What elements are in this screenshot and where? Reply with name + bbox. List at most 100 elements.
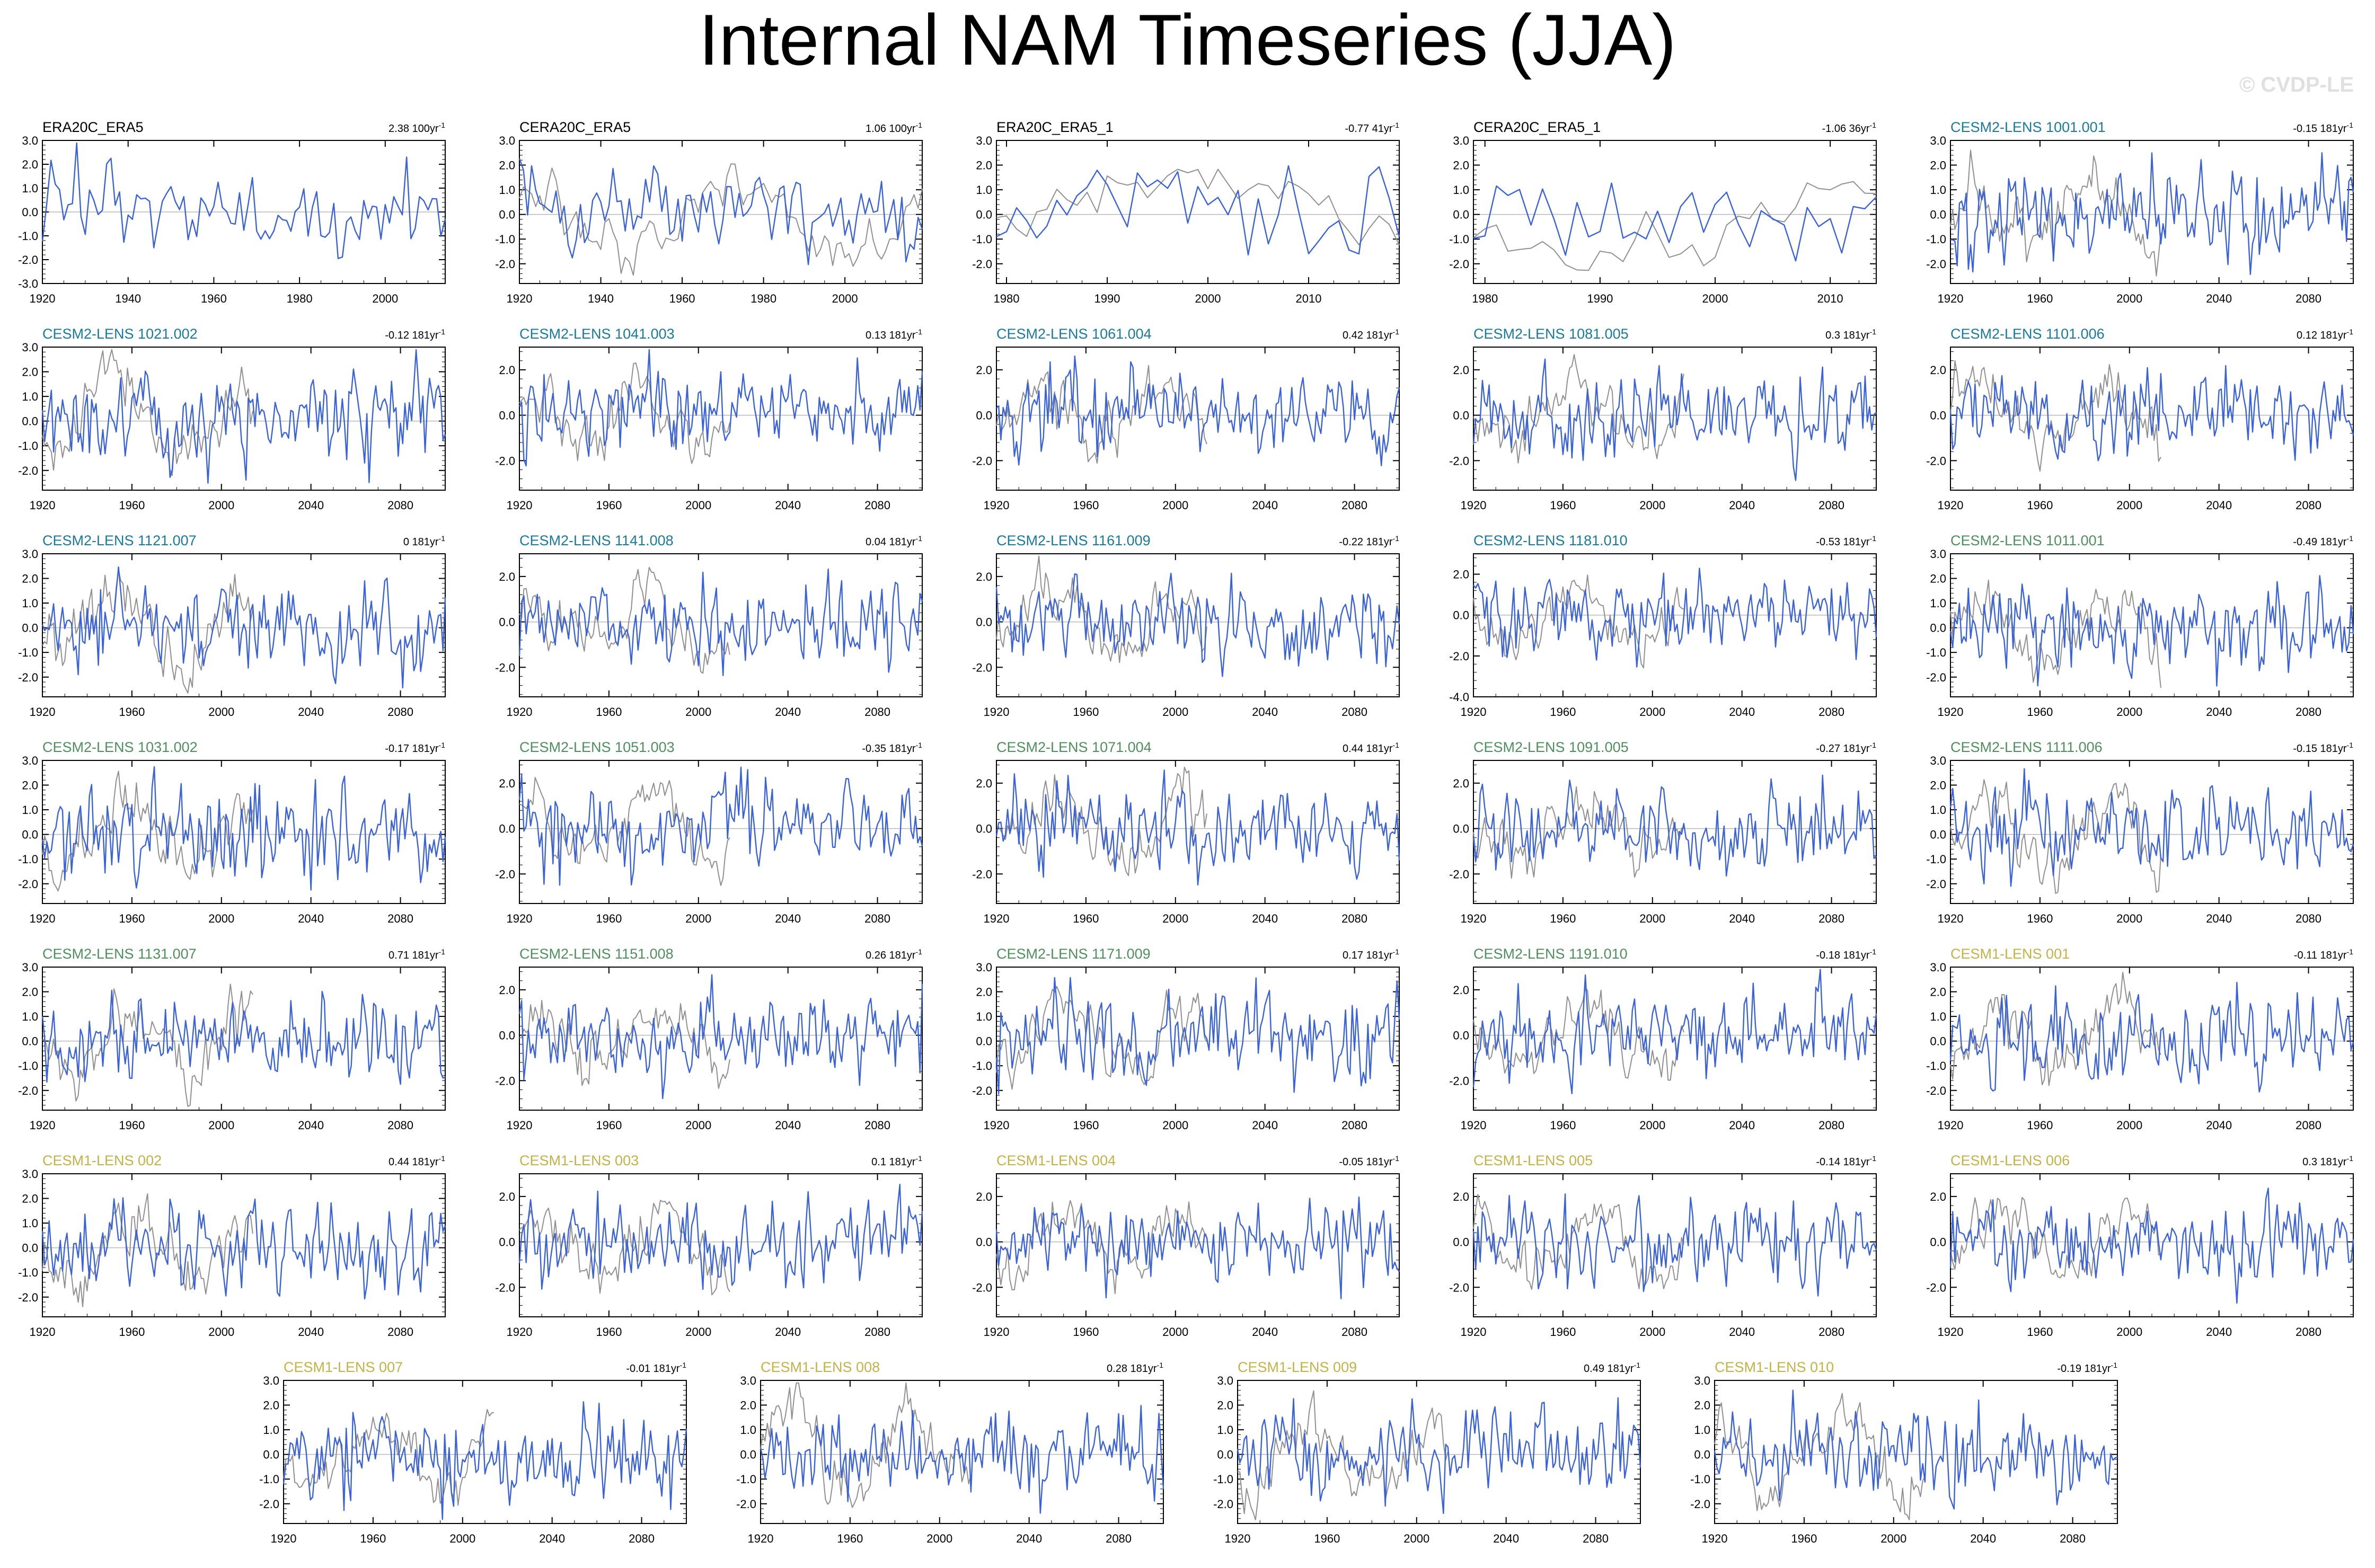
y-tick-label: -1.0 — [1449, 233, 1469, 246]
y-tick-label: 2.0 — [976, 570, 992, 583]
y-tick-label: 2.0 — [976, 777, 992, 790]
model-series-line — [1473, 182, 1877, 262]
plot-frame — [519, 967, 923, 1111]
trend-label: -0.18 181yr-1 — [1816, 947, 1876, 961]
x-tick-label: 2080 — [2060, 1532, 2086, 1545]
y-tick-label: 2.0 — [1453, 568, 1469, 581]
x-tick-label: 2040 — [1729, 499, 1755, 512]
obs-series-line — [1950, 971, 2161, 1086]
y-tick-label: 0.0 — [499, 1029, 515, 1042]
x-tick-label: 1960 — [2027, 912, 2053, 925]
y-tick-label: 1.0 — [1930, 597, 1946, 610]
chart-panel: CESM1-LENS 004 -0.05 181yr-1 -2.0 0.0 2.0 192… — [972, 1153, 1400, 1339]
model-series-line — [1950, 152, 2354, 275]
x-tick-label: 2040 — [1252, 705, 1278, 719]
y-tick-label: -1.0 — [18, 439, 38, 453]
plot-frame — [1473, 1173, 1877, 1317]
x-tick-label: 1920 — [1938, 1325, 1964, 1339]
panel-title: CESM1-LENS 001 — [1950, 946, 2070, 962]
y-tick-label: -2.0 — [1926, 878, 1946, 891]
y-tick-label: -2.0 — [495, 1281, 515, 1294]
x-tick-label: 2080 — [1341, 705, 1367, 719]
x-tick-label: 2080 — [2295, 1325, 2321, 1339]
y-tick-label: 2.0 — [499, 1190, 515, 1203]
trend-label: 0.3 181yr-1 — [2302, 1154, 2353, 1168]
y-tick-label: 2.0 — [1453, 364, 1469, 377]
model-series-line — [1472, 969, 1877, 1094]
x-tick-label: 2080 — [387, 499, 413, 512]
y-tick-label: -2.0 — [972, 258, 992, 271]
plot-frame — [1950, 1173, 2354, 1317]
model-series-line — [41, 989, 446, 1085]
x-tick-label: 2080 — [1818, 1325, 1844, 1339]
y-tick-label: 2.0 — [1930, 779, 1946, 792]
y-tick-label: -1.0 — [972, 233, 992, 246]
y-tick-label: 2.0 — [499, 364, 515, 377]
panel-title: CERA20C_ERA5_1 — [1473, 119, 1601, 135]
y-tick-label: 1.0 — [976, 183, 992, 197]
y-tick-label: 0.0 — [1217, 1448, 1233, 1461]
panel-title: CESM2-LENS 1101.006 — [1950, 326, 2105, 342]
chart-panel: CESM2-LENS 1171.009 0.17 181yr-1 -2.0 -1.0 0… — [972, 946, 1400, 1132]
x-tick-label: 2080 — [1818, 912, 1844, 925]
model-series-line — [1949, 768, 2354, 887]
x-tick-label: 2080 — [2295, 292, 2321, 305]
y-tick-label: 2.0 — [499, 777, 515, 790]
obs-series-line — [1473, 1194, 1684, 1290]
model-series-line — [1473, 568, 1877, 668]
chart-panel: CESM1-LENS 009 0.49 181yr-1 -2.0 -1.0 0.0 1.0… — [1213, 1359, 1641, 1545]
y-tick-label: 3.0 — [22, 754, 38, 767]
panel-title: CESM1-LENS 006 — [1950, 1153, 2070, 1168]
x-tick-label: 2000 — [1162, 1119, 1188, 1132]
trend-label: -0.01 181yr-1 — [626, 1361, 686, 1375]
y-tick-label: 2.0 — [22, 366, 38, 379]
model-series-line — [1949, 575, 2354, 687]
x-tick-label: 1960 — [119, 1119, 145, 1132]
y-tick-label: -2.0 — [972, 661, 992, 674]
chart-panel: CESM1-LENS 007 -0.01 181yr-1 -2.0 -1.0 0.0 1.… — [259, 1359, 687, 1545]
chart-panel: CESM2-LENS 1101.006 0.12 181yr-1 -2.0 0.0 2.… — [1926, 326, 2354, 512]
x-tick-label: 2000 — [449, 1532, 475, 1545]
trend-label: -0.17 181yr-1 — [385, 741, 445, 755]
y-tick-label: 0.0 — [1453, 208, 1469, 222]
x-tick-label: 1920 — [1938, 499, 1964, 512]
x-tick-label: 2000 — [1880, 1532, 1906, 1545]
x-tick-label: 2080 — [1341, 1119, 1367, 1132]
chart-panel: CESM2-LENS 1031.002 -0.17 181yr-1 -2.0 -1.0… — [18, 739, 446, 925]
obs-series-line — [996, 555, 1207, 663]
y-tick-label: -2.0 — [495, 1074, 515, 1087]
panel-title: CESM2-LENS 1151.008 — [519, 946, 674, 962]
model-series-line — [41, 766, 446, 891]
x-tick-label: 1920 — [1938, 705, 1964, 719]
y-tick-label: 2.0 — [1694, 1399, 1710, 1412]
x-tick-label: 1960 — [1073, 499, 1099, 512]
chart-panel: CESM2-LENS 1051.003 -0.35 181yr-1 -2.0 0.0 2… — [495, 739, 923, 925]
obs-series-line — [1473, 354, 1684, 464]
y-tick-label: -1.0 — [1690, 1473, 1710, 1486]
obs-series-line — [996, 169, 1400, 245]
y-tick-label: 2.0 — [740, 1399, 756, 1412]
x-tick-label: 2040 — [1970, 1532, 1996, 1545]
y-tick-label: 1.0 — [1694, 1423, 1710, 1437]
panel-title: CESM2-LENS 1171.009 — [996, 946, 1151, 962]
panel-title: ERA20C_ERA5 — [42, 119, 144, 135]
y-tick-label: 3.0 — [1930, 961, 1946, 974]
x-tick-label: 2040 — [539, 1532, 565, 1545]
plot-frame — [519, 347, 923, 491]
x-tick-label: 1960 — [2027, 1119, 2053, 1132]
x-tick-label: 2080 — [2295, 912, 2321, 925]
y-tick-label: 0.0 — [1930, 208, 1946, 222]
x-tick-label: 2040 — [1252, 1119, 1278, 1132]
panel-title: ERA20C_ERA5_1 — [996, 119, 1114, 135]
trend-label: 0.44 181yr-1 — [1343, 741, 1399, 755]
y-tick-label: -1.0 — [18, 853, 38, 866]
obs-series-line — [1473, 574, 1684, 669]
chart-panel: CESM1-LENS 003 0.1 181yr-1 -2.0 0.0 2.0 1920 1… — [495, 1153, 923, 1339]
x-tick-label: 2080 — [1341, 912, 1367, 925]
x-tick-label: 1920 — [1461, 1325, 1487, 1339]
trend-label: -0.15 181yr-1 — [2293, 741, 2353, 755]
x-tick-label: 2080 — [2295, 1119, 2321, 1132]
y-tick-label: -1.0 — [1926, 646, 1946, 659]
model-series-line — [995, 1196, 1400, 1299]
y-tick-label: -2.0 — [18, 253, 38, 267]
